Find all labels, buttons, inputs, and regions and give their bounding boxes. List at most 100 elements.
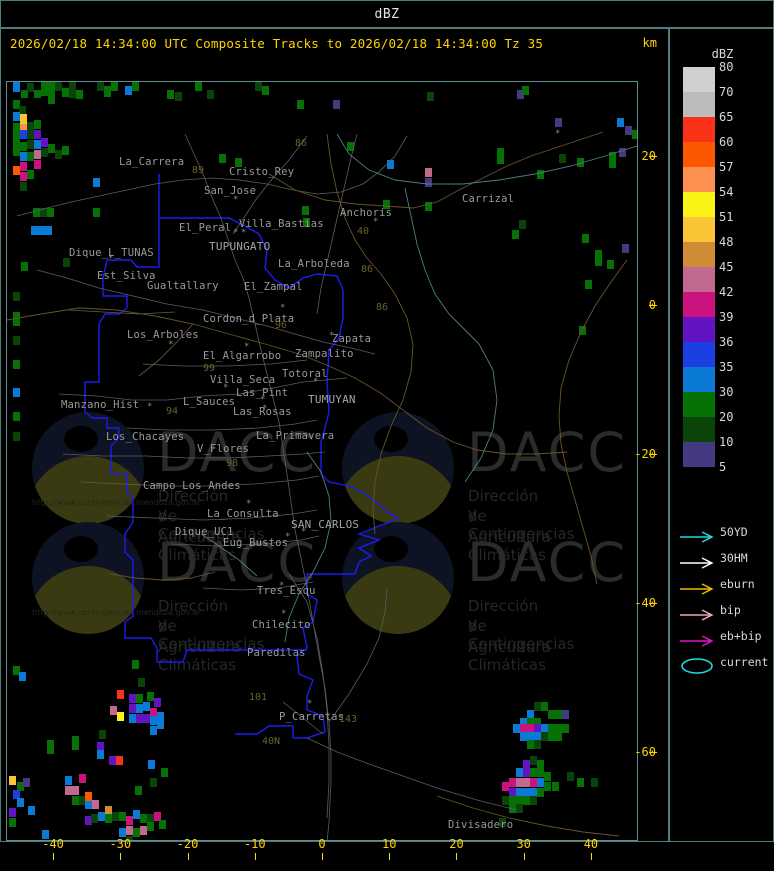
- radar-echo-cell: [45, 226, 52, 235]
- track-legend-label: bip: [720, 603, 741, 617]
- radar-echo-cell: [13, 412, 20, 421]
- road-number-layer: 86 89 86 86 99 96 94 98 40 101 40N 143: [7, 82, 637, 840]
- road-number-label: 40N: [262, 736, 281, 747]
- track-legend-item[interactable]: 30HM: [670, 547, 774, 573]
- place-label: Chilecito: [252, 619, 311, 631]
- radar-plot-area[interactable]: DACC Dirección de Agricultura y Continge…: [6, 81, 638, 841]
- radar-echo-cell: [534, 702, 541, 711]
- radar-echo-cell: [117, 690, 124, 699]
- radar-echo-cell: [427, 92, 434, 101]
- radar-echo-cell: [126, 816, 133, 825]
- radar-echo-cell: [150, 708, 157, 717]
- y-axis-tick-label: 20: [641, 148, 656, 163]
- radar-echo-cell: [27, 170, 34, 179]
- radar-echo-cell: [140, 826, 147, 835]
- radar-echo-cell: [502, 796, 509, 805]
- radar-echo-cell: [135, 786, 142, 795]
- road-number-label: 143: [339, 714, 358, 725]
- radar-echo-cell: [541, 732, 548, 741]
- radar-echo-cell: [31, 226, 38, 235]
- radar-echo-cell: [97, 742, 104, 751]
- x-axis-tick-label: -40: [42, 837, 64, 851]
- radar-echo-cell: [138, 678, 145, 687]
- radar-echo-cell: [582, 234, 589, 243]
- radar-echo-cell: [150, 726, 157, 735]
- radar-echo-cell: [544, 782, 551, 791]
- radar-echo-cell: [63, 258, 70, 267]
- radar-echo-cell: [99, 730, 106, 739]
- place-label: Divisadero: [448, 819, 514, 831]
- place-marker-icon: *: [246, 499, 252, 509]
- radar-echo-cell: [527, 732, 534, 741]
- radar-echo-cell: [499, 818, 506, 827]
- radar-echo-cell: [55, 150, 62, 159]
- radar-echo-cell: [175, 92, 182, 101]
- radar-echo-cell: [48, 144, 55, 153]
- colorbar-swatch: [683, 317, 715, 342]
- radar-echo-cell: [27, 83, 34, 92]
- radar-echo-cell: [555, 118, 562, 127]
- radar-echo-cell: [119, 812, 126, 821]
- x-axis-tick-label: 30: [516, 837, 531, 851]
- place-label: Est_Silva: [97, 270, 156, 282]
- radar-echo-cell: [132, 660, 139, 669]
- x-axis-tick: [53, 853, 55, 860]
- x-axis-tick: [523, 853, 525, 860]
- radar-echo-cell: [544, 772, 551, 781]
- legend-title: dBZ: [711, 47, 734, 61]
- track-legend-item[interactable]: bip: [670, 599, 774, 625]
- radar-echo-cell: [85, 816, 92, 825]
- place-label: Villa_Bastias: [239, 218, 324, 230]
- radar-echo-cell: [27, 122, 34, 131]
- radar-echo-cell: [34, 120, 41, 129]
- radar-echo-cell: [110, 706, 117, 715]
- radar-echo-cell: [513, 724, 520, 733]
- roads-minor: [16, 133, 518, 840]
- x-axis-tick: [322, 853, 323, 860]
- place-marker-icon: *: [108, 254, 114, 264]
- radar-echo-cell: [20, 142, 27, 151]
- radar-echo-cell: [425, 168, 432, 177]
- radar-echo-cell: [79, 796, 86, 805]
- radar-echo-cell: [126, 826, 133, 835]
- radar-echo-cell: [585, 280, 592, 289]
- radar-echo-cell: [132, 82, 139, 91]
- dbz-colorbar[interactable]: [683, 67, 715, 467]
- radar-echo-cell: [112, 812, 119, 821]
- track-arrow-icon: [680, 580, 714, 599]
- track-legend-item[interactable]: 50YD: [670, 521, 774, 547]
- radar-echo-cell: [383, 200, 390, 209]
- radar-echo-cell: [41, 148, 48, 157]
- place-marker-icon: *: [329, 331, 335, 341]
- radar-echo-cell: [13, 432, 20, 441]
- colorbar-swatch: [683, 267, 715, 292]
- radar-echo-cell: [62, 88, 69, 97]
- radar-echo-cell: [47, 208, 54, 217]
- radar-echo-cell: [595, 250, 602, 266]
- colorbar-swatch: [683, 217, 715, 242]
- radar-echo-cell: [9, 808, 16, 817]
- radar-echo-cell: [109, 756, 116, 765]
- radar-echo-cell: [537, 778, 544, 787]
- radar-echo-cell: [13, 100, 20, 109]
- place-marker-icon: *: [168, 340, 174, 350]
- radar-echo-cell: [548, 724, 555, 733]
- radar-echo-cell: [13, 292, 20, 301]
- radar-echo-cell: [34, 160, 41, 169]
- radar-echo-cell: [143, 714, 150, 723]
- radar-echo-cell: [93, 178, 100, 187]
- track-legend-item[interactable]: current: [670, 651, 774, 677]
- track-legend-item[interactable]: eburn: [670, 573, 774, 599]
- radar-echo-cell: [617, 118, 624, 127]
- radar-echo-cell: [527, 740, 534, 749]
- radar-echo-cell: [150, 716, 157, 725]
- radar-echo-cell: [516, 804, 523, 813]
- radar-echo-cell: [13, 666, 20, 675]
- track-legend-item[interactable]: eb+bip: [670, 625, 774, 651]
- place-marker-icon: *: [373, 217, 379, 227]
- place-label: Gualtallary: [147, 280, 219, 292]
- colorbar-swatch: [683, 417, 715, 442]
- place-label: Las_Pint: [236, 387, 289, 399]
- road-number-label: 89: [192, 165, 205, 176]
- radar-echo-cell: [9, 776, 16, 785]
